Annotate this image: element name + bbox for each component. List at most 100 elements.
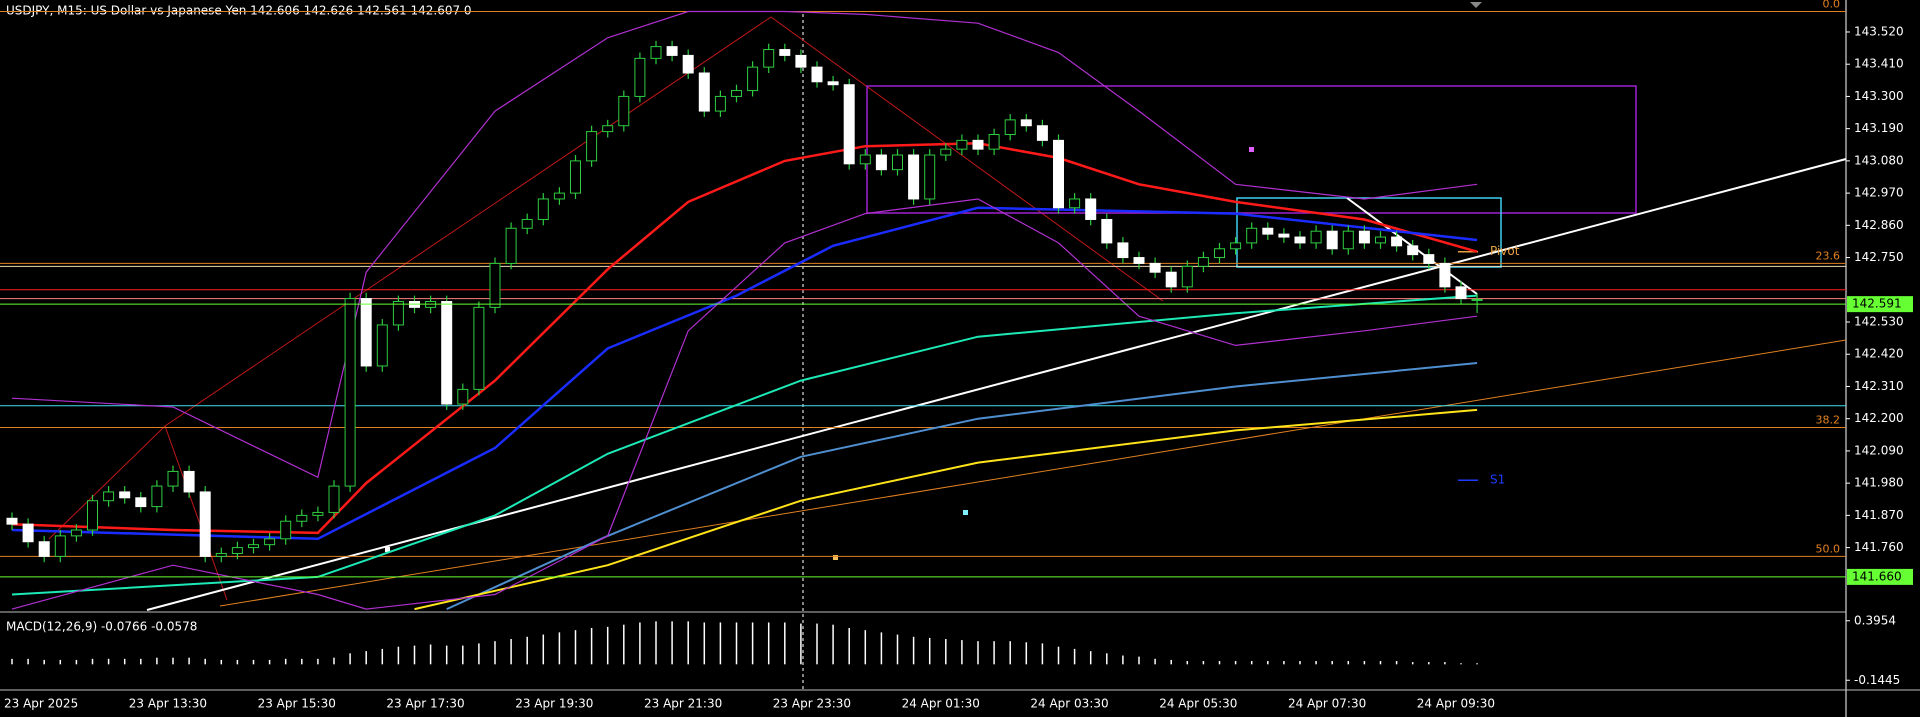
candle-body bbox=[908, 154, 920, 200]
candle-body bbox=[811, 66, 823, 83]
candle-body bbox=[1423, 254, 1435, 264]
candle-body bbox=[1214, 248, 1225, 259]
x-tick-label: 23 Apr 19:30 bbox=[515, 697, 593, 711]
x-tick-label: 24 Apr 09:30 bbox=[1417, 697, 1495, 711]
candle-body bbox=[70, 529, 82, 537]
anchor-point bbox=[963, 510, 968, 515]
candle-body bbox=[1262, 227, 1274, 235]
price-label-box bbox=[1847, 296, 1913, 313]
indicator-line bbox=[446, 362, 1478, 611]
candle-body bbox=[215, 552, 227, 557]
trendline bbox=[219, 339, 1847, 607]
candle-body bbox=[714, 95, 726, 112]
candle-body bbox=[972, 139, 984, 150]
candle-body bbox=[1310, 230, 1322, 244]
candle-body bbox=[650, 46, 662, 59]
candle-body bbox=[553, 192, 565, 200]
candle-body bbox=[1020, 119, 1032, 127]
candle-body bbox=[231, 547, 243, 554]
candle-body bbox=[199, 491, 211, 557]
x-tick-label: 24 Apr 03:30 bbox=[1030, 697, 1108, 711]
candle-body bbox=[892, 154, 903, 171]
candle-body bbox=[54, 535, 66, 557]
fib-label: 0.0 bbox=[1823, 0, 1841, 10]
shift-marker bbox=[1470, 2, 1482, 8]
y-tick-label: 141.870 bbox=[1854, 508, 1904, 522]
candle-body bbox=[328, 485, 340, 513]
y-tick-label: 142.970 bbox=[1854, 186, 1904, 200]
candle-body bbox=[248, 544, 259, 549]
x-tick-label: 23 Apr 13:30 bbox=[129, 697, 207, 711]
candle-body bbox=[87, 500, 98, 531]
fib-label: 50.0 bbox=[1816, 542, 1841, 555]
candle-body bbox=[1471, 298, 1483, 301]
candle-body bbox=[1391, 236, 1403, 247]
candle-body bbox=[1133, 257, 1145, 264]
y-tick-label: 142.530 bbox=[1854, 315, 1904, 329]
candle-body bbox=[666, 46, 678, 56]
candle-body bbox=[682, 54, 694, 74]
x-tick-label: 23 Apr 2025 bbox=[4, 697, 78, 711]
anchor-point bbox=[385, 547, 390, 552]
candle-body bbox=[119, 491, 131, 499]
candle-body bbox=[1165, 271, 1177, 288]
candle-body bbox=[924, 154, 936, 200]
candle-body bbox=[344, 298, 356, 487]
candle-body bbox=[103, 491, 115, 502]
candle-body bbox=[1278, 233, 1290, 238]
candle-body bbox=[505, 227, 517, 264]
candle-body bbox=[392, 301, 404, 326]
candle-body bbox=[988, 134, 1000, 150]
anchor-point bbox=[833, 555, 838, 560]
candle-body bbox=[167, 470, 179, 487]
candle-body bbox=[1342, 230, 1354, 250]
candle-body bbox=[22, 523, 34, 543]
candle-body bbox=[38, 541, 50, 557]
candle-body bbox=[827, 81, 839, 86]
candle-body bbox=[280, 520, 292, 540]
candle-body bbox=[441, 301, 453, 405]
indicator-line bbox=[414, 408, 1478, 611]
candle-body bbox=[376, 324, 388, 367]
indicator-line bbox=[11, 206, 1478, 541]
candle-body bbox=[1246, 227, 1258, 244]
candle-body bbox=[698, 72, 710, 112]
y-tick-label: 143.080 bbox=[1854, 153, 1904, 167]
x-tick-label: 24 Apr 05:30 bbox=[1159, 697, 1237, 711]
candle-body bbox=[1197, 257, 1209, 267]
candle-body bbox=[489, 262, 501, 308]
price-label: 142.591 bbox=[1852, 297, 1902, 311]
x-tick-label: 24 Apr 01:30 bbox=[902, 697, 980, 711]
candle-body bbox=[1004, 119, 1016, 136]
x-tick-label: 23 Apr 15:30 bbox=[258, 697, 336, 711]
candle-body bbox=[1358, 230, 1370, 244]
x-tick-label: 24 Apr 07:30 bbox=[1288, 697, 1366, 711]
indicator-line bbox=[11, 294, 1478, 596]
y-tick-label: 143.300 bbox=[1854, 89, 1904, 103]
y-tick-label: 141.980 bbox=[1854, 476, 1904, 490]
candle-body bbox=[1326, 230, 1338, 250]
candle-body bbox=[747, 66, 759, 92]
candle-body bbox=[570, 160, 581, 194]
candle-body bbox=[956, 139, 968, 150]
rectangle-drawing bbox=[866, 85, 1637, 214]
candle-body bbox=[183, 470, 195, 493]
candle-body bbox=[1439, 262, 1451, 288]
candle-body bbox=[537, 198, 549, 220]
y-tick-label: 142.090 bbox=[1854, 443, 1904, 457]
candle-body bbox=[731, 90, 742, 97]
price-label: 141.660 bbox=[1852, 569, 1902, 583]
candle-body bbox=[618, 95, 630, 127]
candle-body bbox=[521, 218, 533, 229]
candle-body bbox=[1455, 286, 1467, 300]
y-tick-label: 143.520 bbox=[1854, 24, 1904, 38]
candle-body bbox=[6, 517, 18, 525]
macd-title: MACD(12,26,9) -0.0766 -0.0578 bbox=[6, 620, 197, 634]
candle-body bbox=[1181, 265, 1193, 288]
y-tick-label: 143.190 bbox=[1854, 121, 1904, 135]
candle-body bbox=[1375, 236, 1386, 244]
candle-body bbox=[1149, 262, 1161, 273]
y-tick-label: 143.410 bbox=[1854, 57, 1904, 71]
candle-body bbox=[779, 49, 791, 56]
